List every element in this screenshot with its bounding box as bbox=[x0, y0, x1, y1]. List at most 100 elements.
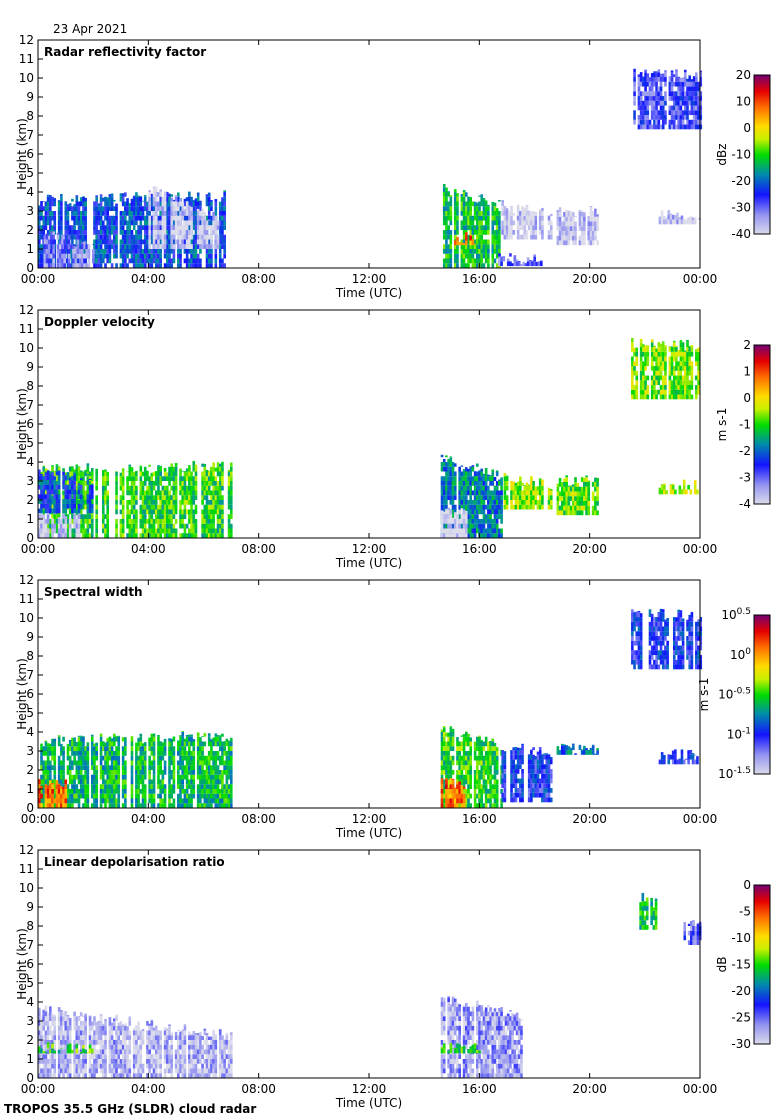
echo-cell bbox=[471, 249, 475, 254]
echo-cell bbox=[135, 533, 138, 538]
colorbar-swatch bbox=[754, 414, 770, 416]
x-tick-label: 08:00 bbox=[241, 272, 276, 286]
echo-cell bbox=[108, 244, 112, 249]
colorbar-swatch bbox=[754, 105, 770, 107]
echo-cell bbox=[221, 509, 224, 515]
echo-cell bbox=[460, 504, 464, 510]
echo-cell bbox=[192, 220, 196, 226]
echo-cell bbox=[471, 239, 475, 241]
echo-cell bbox=[55, 499, 59, 504]
echo-cell bbox=[75, 500, 79, 505]
echo-cell bbox=[510, 225, 513, 230]
echo-cell bbox=[587, 216, 591, 217]
echo-cell bbox=[670, 389, 674, 395]
echo-cell bbox=[549, 500, 553, 505]
echo-cell bbox=[137, 201, 140, 207]
echo-cell bbox=[642, 110, 645, 116]
echo-cell bbox=[159, 466, 162, 472]
echo-cell bbox=[77, 489, 81, 495]
echo-cell bbox=[547, 220, 551, 226]
echo-cell bbox=[161, 495, 165, 500]
echo-cell bbox=[56, 244, 60, 249]
echo-cell bbox=[453, 263, 457, 268]
echo-cell bbox=[113, 244, 116, 249]
echo-cell bbox=[205, 495, 209, 500]
echo-cell bbox=[462, 481, 466, 486]
echo-cell bbox=[489, 481, 492, 486]
echo-cell bbox=[653, 91, 656, 97]
echo-cell bbox=[135, 201, 138, 207]
echo-cell bbox=[221, 471, 224, 477]
echo-cell bbox=[101, 206, 105, 211]
echo-cell bbox=[445, 187, 448, 192]
echo-cell bbox=[168, 504, 171, 510]
echo-cell bbox=[61, 239, 64, 245]
echo-cell bbox=[532, 225, 535, 230]
echo-cell bbox=[205, 509, 209, 515]
echo-cell bbox=[172, 523, 176, 529]
echo-cell bbox=[563, 221, 566, 227]
echo-cell bbox=[697, 115, 700, 120]
echo-cell bbox=[464, 514, 468, 519]
echo-cell bbox=[445, 215, 448, 221]
echo-cell bbox=[508, 211, 511, 216]
echo-cell bbox=[695, 389, 698, 395]
echo-cell bbox=[58, 263, 62, 268]
echo-cell bbox=[462, 244, 466, 249]
echo-cell bbox=[657, 356, 661, 362]
echo-cell bbox=[699, 91, 703, 97]
echo-cell bbox=[678, 485, 682, 490]
colorbar-swatch bbox=[754, 486, 770, 488]
echo-cell bbox=[121, 471, 125, 477]
echo-cell bbox=[90, 476, 94, 481]
echo-cell bbox=[210, 249, 213, 254]
echo-cell bbox=[684, 105, 687, 111]
echo-cell bbox=[677, 385, 680, 390]
echo-cell bbox=[50, 231, 53, 235]
echo-cell bbox=[556, 240, 560, 246]
echo-cell bbox=[108, 194, 112, 197]
echo-cell bbox=[469, 235, 473, 241]
echo-cell bbox=[212, 244, 215, 249]
echo-cell bbox=[101, 234, 105, 240]
echo-cell bbox=[491, 533, 495, 538]
echo-cell bbox=[86, 533, 90, 538]
echo-cell bbox=[442, 495, 446, 500]
echo-cell bbox=[587, 216, 591, 222]
echo-cell bbox=[453, 215, 457, 221]
y-tick-label: 1 bbox=[26, 242, 34, 256]
echo-cell bbox=[498, 225, 501, 230]
echo-cell bbox=[560, 235, 564, 241]
echo-cell bbox=[132, 528, 136, 534]
echo-cell bbox=[128, 471, 132, 477]
echo-cell bbox=[72, 253, 75, 259]
echo-cell bbox=[181, 225, 185, 230]
echo-cell bbox=[688, 77, 692, 82]
echo-cell bbox=[77, 503, 81, 509]
echo-cell bbox=[519, 485, 522, 491]
echo-cell bbox=[93, 263, 96, 268]
colorbar-swatch bbox=[754, 166, 770, 168]
echo-cell bbox=[637, 124, 641, 130]
echo-cell bbox=[188, 476, 191, 481]
echo-cell bbox=[523, 215, 527, 221]
echo-cell bbox=[449, 234, 453, 240]
echo-cell bbox=[141, 519, 145, 524]
echo-cell bbox=[523, 500, 527, 505]
echo-cell bbox=[135, 485, 138, 491]
echo-cell bbox=[451, 514, 455, 519]
colorbar-swatch bbox=[754, 126, 770, 128]
echo-cell bbox=[655, 71, 658, 73]
echo-cell bbox=[549, 225, 553, 230]
echo-cell bbox=[519, 211, 522, 216]
echo-cell bbox=[218, 215, 222, 221]
echo-cell bbox=[480, 490, 484, 496]
echo-cell bbox=[205, 230, 209, 235]
echo-cell bbox=[88, 499, 92, 504]
echo-cell bbox=[159, 528, 162, 534]
echo-cell bbox=[199, 220, 202, 226]
echo-cell bbox=[653, 345, 656, 348]
echo-cell bbox=[591, 230, 595, 236]
echo-cell bbox=[183, 225, 187, 230]
echo-cell bbox=[467, 528, 470, 534]
